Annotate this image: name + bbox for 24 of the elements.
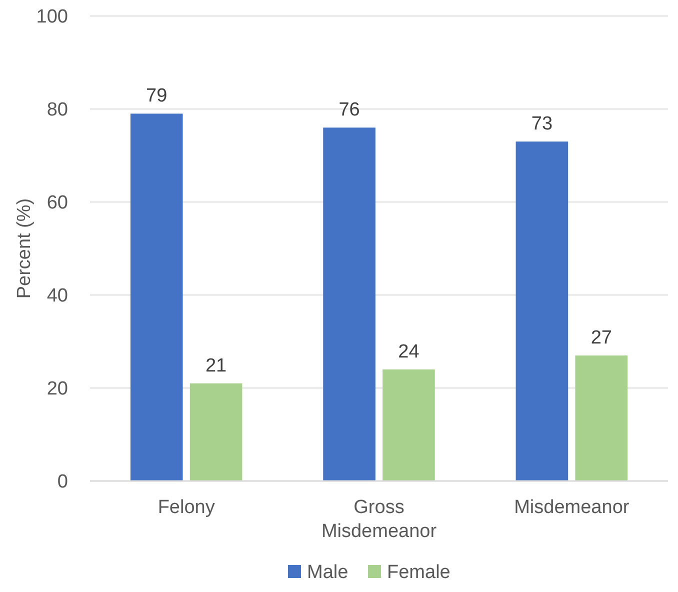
bar (516, 142, 568, 481)
x-tick-label: Felony (158, 497, 216, 518)
bar (575, 355, 628, 481)
data-label: 79 (146, 86, 168, 107)
legend-label: Female (387, 562, 450, 583)
data-label: 73 (531, 114, 553, 135)
y-tick-label: 40 (46, 286, 68, 307)
y-axis-title: Percent (%) (14, 198, 35, 299)
legend-label: Male (307, 562, 348, 583)
y-tick-label: 20 (46, 378, 68, 400)
bar (382, 369, 435, 481)
x-tick-label: Gross Misdemeanor (321, 497, 438, 542)
y-tick-label: 80 (46, 100, 68, 121)
y-tick-label: 0 (57, 472, 68, 493)
y-tick-label: 60 (46, 192, 68, 214)
data-label: 27 (590, 327, 612, 348)
y-tick-label: 100 (36, 6, 68, 28)
bar (323, 128, 376, 481)
data-label: 76 (338, 100, 360, 121)
data-label: 21 (205, 355, 227, 376)
bar (190, 383, 242, 481)
data-label: 24 (398, 341, 420, 362)
x-tick-label: Misdemeanor (514, 497, 630, 518)
bar (130, 114, 183, 481)
